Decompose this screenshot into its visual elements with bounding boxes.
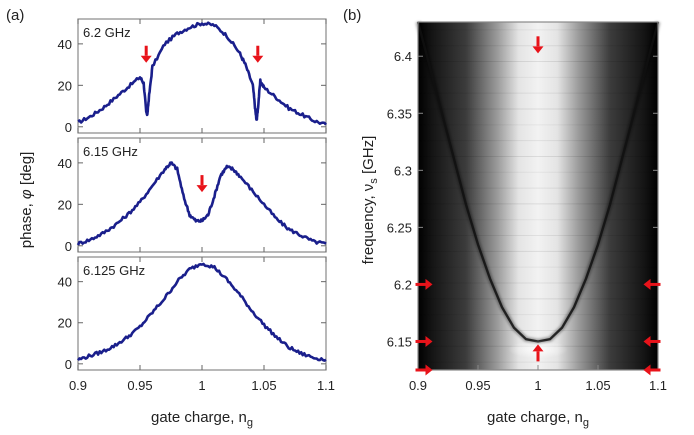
x-tick-label: 1.05 <box>251 378 276 393</box>
chart-panel-b: 6.15 6.2 6.25 6.3 6.35 6.4 0.9 0.95 1 1.05 1.1 <box>387 21 667 393</box>
x-tick-label: 1.1 <box>649 378 667 393</box>
x-tick-label: 1.1 <box>317 378 335 393</box>
x-tick-label: 1 <box>198 378 205 393</box>
b-x-axis-label: gate charge, ng <box>487 409 589 429</box>
red-arrow-marker <box>643 335 661 347</box>
y-tick-label: 0 <box>65 239 72 254</box>
y-tick-label: 0 <box>65 120 72 135</box>
y-tick-label: 6.2 <box>394 277 412 292</box>
red-arrow-marker <box>643 364 661 376</box>
y-tick-label: 6.25 <box>387 220 412 235</box>
y-tick-label: 40 <box>58 275 72 290</box>
panel-label-a: (a) <box>6 7 24 24</box>
plot-frame <box>77 18 327 134</box>
red-arrow-marker <box>415 364 433 376</box>
plot-frame <box>77 256 327 371</box>
b-y-axis-label: frequency, νs [GHz] <box>360 136 380 265</box>
a-y-axis-label: phase, φ [deg] <box>18 152 35 249</box>
a-x-axis-label: gate charge, ng <box>151 409 253 429</box>
phase-trace-line <box>77 262 327 362</box>
y-tick-label: 40 <box>58 156 72 171</box>
y-tick-label: 20 <box>58 78 72 93</box>
x-tick-label: 1.05 <box>585 378 610 393</box>
heatmap-image <box>418 22 658 370</box>
red-arrow-marker <box>415 335 433 347</box>
x-tick-label: 0.9 <box>69 378 87 393</box>
plot-frame <box>77 137 327 253</box>
y-tick-label: 6.3 <box>394 163 412 178</box>
red-arrow-marker <box>252 45 264 63</box>
x-tick-label: 0.95 <box>127 378 152 393</box>
y-tick-label: 40 <box>58 37 72 52</box>
y-tick-label: 20 <box>58 197 72 212</box>
red-arrow-marker <box>415 278 433 290</box>
chart-panel-a-middle: 0 20 40 6.15 GHz <box>58 137 327 254</box>
x-tick-label: 1 <box>534 378 541 393</box>
y-tick-label: 6.4 <box>394 49 412 64</box>
phase-trace-line <box>77 21 327 126</box>
frequency-label: 6.2 GHz <box>83 25 131 40</box>
red-arrow-marker <box>643 278 661 290</box>
red-arrow-marker <box>140 45 152 63</box>
x-tick-label: 0.9 <box>409 378 427 393</box>
frequency-label: 6.15 GHz <box>83 144 138 159</box>
red-arrow-marker <box>532 344 544 362</box>
red-arrow-marker <box>196 175 208 193</box>
red-arrow-marker <box>532 36 544 54</box>
chart-panel-a-top: 0 20 40 6.2 GHz <box>58 18 327 135</box>
x-tick-label: 0.95 <box>465 378 490 393</box>
panel-label-b: (b) <box>343 7 361 24</box>
y-tick-label: 6.35 <box>387 106 412 121</box>
frequency-label: 6.125 GHz <box>83 263 145 278</box>
phase-trace-line <box>76 161 327 246</box>
y-tick-label: 20 <box>58 316 72 331</box>
y-tick-label: 6.15 <box>387 334 412 349</box>
y-tick-label: 0 <box>65 357 72 372</box>
chart-panel-a-bottom: 0 20 40 0.9 0.95 1 1.05 1.1 6.125 GHz <box>58 256 335 393</box>
